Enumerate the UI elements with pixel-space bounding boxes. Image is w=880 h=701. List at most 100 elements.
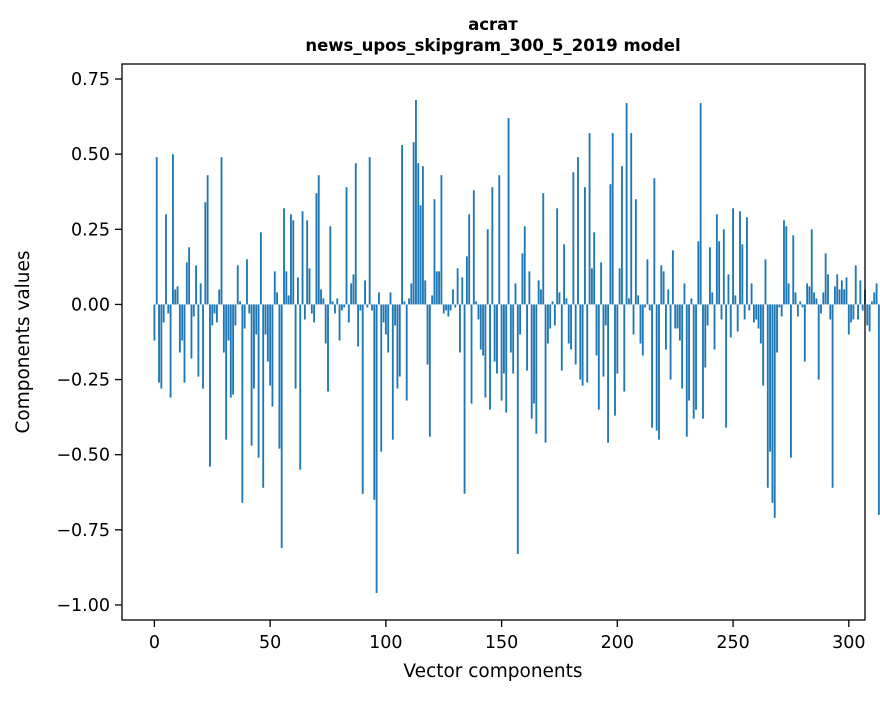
bar-274 [787,283,790,305]
bar-47 [262,304,265,488]
bar-230 [685,304,688,437]
bar-15 [188,247,191,305]
bar-308 [866,304,869,326]
bar-92 [366,304,369,308]
bar-154 [509,304,512,353]
bar-1 [155,157,158,305]
bar-37 [239,301,241,305]
y-tick-label-7: −1.00 [56,596,110,616]
bar-160 [523,226,526,305]
bar-242 [713,304,716,350]
bar-48 [264,304,267,335]
bar-43 [253,304,255,389]
bar-313 [877,304,880,515]
bar-53 [276,292,279,305]
bar-117 [424,280,427,305]
bar-271 [780,304,783,317]
bar-38 [241,304,244,503]
bar-225 [674,304,677,329]
bar-6 [167,304,170,314]
bar-163 [530,304,533,419]
bar-46 [259,232,262,305]
bar-228 [681,304,684,389]
bar-125 [442,304,445,314]
bar-294 [833,286,836,305]
bar-247 [725,304,728,428]
bar-109 [405,304,408,401]
bar-54 [278,304,281,449]
bar-292 [829,304,832,320]
bar-270 [778,304,781,308]
bar-284 [810,229,813,305]
bar-254 [741,244,744,305]
bar-279 [799,301,802,305]
bar-204 [625,103,628,305]
bar-197 [609,184,612,305]
bar-82 [343,304,346,308]
bar-19 [197,304,200,377]
bar-157 [516,304,519,554]
bar-149 [498,175,501,305]
bar-162 [528,271,531,305]
bar-28 [218,289,221,305]
bar-150 [500,304,503,401]
bar-278 [796,304,799,317]
x-tick-label-300: 300 [832,633,865,653]
bar-17 [192,304,195,317]
bar-188 [588,133,591,305]
bar-177 [563,244,566,305]
bar-259 [752,304,755,323]
bar-215 [651,304,653,428]
bar-266 [769,304,772,452]
bar-70 [315,193,318,305]
bar-156 [514,283,517,305]
bar-203 [623,304,626,392]
bar-186 [584,187,586,305]
x-tick-label-150: 150 [485,633,518,653]
bar-25 [211,304,214,326]
bar-277 [794,292,797,305]
y-axis: 0.75 0.50 0.25 0.00 −0.25 −0.50 −0.75 −1.00 [56,70,122,616]
bar-209 [637,295,640,305]
bar-158 [519,304,522,335]
bar-103 [391,304,394,440]
bar-11 [178,304,181,353]
bar-170 [546,304,549,344]
bar-55 [280,304,283,548]
bar-60 [292,220,295,305]
bar-303 [854,265,857,305]
bar-195 [604,304,607,326]
bar-181 [572,172,575,305]
bar-84 [347,304,350,323]
bar-74 [324,304,327,344]
bar-115 [419,205,422,305]
bar-31 [225,304,228,440]
bar-21 [202,304,204,389]
bar-111 [410,283,413,305]
bar-306 [861,304,864,311]
bar-100 [384,304,387,335]
bar-305 [859,280,862,305]
bar-265 [766,304,769,488]
y-tick-label-1: 0.50 [71,145,110,165]
bar-288 [820,304,822,314]
bar-33 [229,304,232,398]
bar-221 [665,304,667,350]
x-axis-label: Vector components [403,661,582,682]
bar-164 [533,304,535,404]
bar-42 [250,304,253,446]
bar-268 [773,304,776,518]
bar-245 [720,304,723,320]
bar-58 [287,295,290,305]
bar-118 [426,304,429,365]
bar-72 [320,289,322,305]
bar-49 [266,304,269,362]
bar-211 [641,304,644,356]
bar-75 [327,304,329,392]
bar-152 [505,304,508,413]
y-axis-label: Components values [13,250,34,433]
bar-199 [614,304,616,416]
bar-91 [364,280,366,305]
bar-205 [627,298,630,305]
